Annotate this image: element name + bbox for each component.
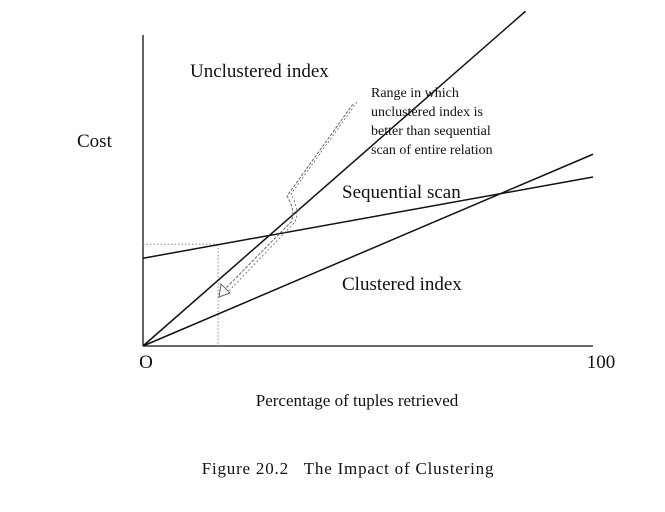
x-tick-label-min: O	[139, 352, 153, 373]
series-label-unclustered-index: Unclustered index	[190, 61, 329, 82]
annotation-line: better than sequential	[371, 124, 491, 139]
figure-caption: Figure 20.2 The Impact of Clustering	[202, 459, 495, 478]
annotation-line: unclustered index is	[371, 105, 483, 120]
arrow-shaft	[221, 103, 354, 293]
sequential-scan-line	[142, 176, 594, 259]
annotation-text: Range in which unclustered index is bett…	[371, 86, 493, 158]
series-lines	[142, 10, 594, 347]
annotation-line: scan of entire relation	[371, 143, 493, 158]
annotation-line: Range in which	[371, 86, 459, 101]
clustered-index-line	[142, 153, 594, 347]
crossover-guides	[143, 243, 219, 346]
series-label-clustered-index: Clustered index	[342, 274, 462, 295]
arrow-shaft-outline	[225, 101, 358, 295]
x-tick-label-max: 100	[587, 352, 616, 373]
unclustered-index-line	[142, 10, 526, 347]
x-axis-label: Percentage of tuples retrieved	[256, 391, 459, 410]
arrow-head	[218, 282, 231, 298]
annotation-arrow	[218, 101, 358, 298]
y-axis-label: Cost	[77, 131, 113, 152]
series-label-sequential-scan: Sequential scan	[342, 182, 461, 203]
